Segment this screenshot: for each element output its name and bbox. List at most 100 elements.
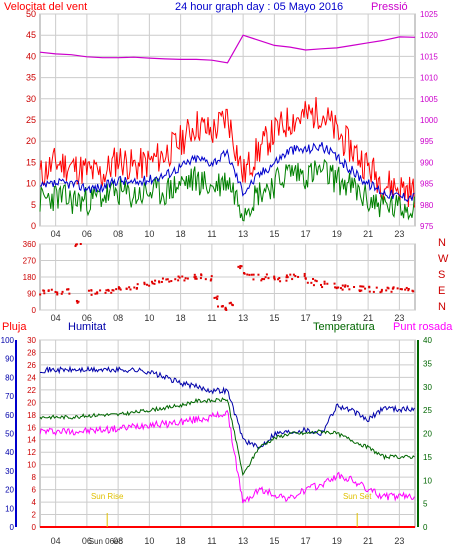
- direction-point: [60, 292, 63, 295]
- direction-point: [260, 279, 263, 282]
- direction-point: [195, 277, 198, 280]
- time-tick-label: 06: [82, 229, 92, 239]
- wind-tick-label: 30: [26, 94, 36, 104]
- direction-point: [74, 245, 77, 248]
- rain-label: Pluja: [2, 321, 27, 333]
- direction-point: [210, 278, 213, 281]
- compass-label: W: [438, 253, 449, 265]
- direction-point: [213, 296, 216, 299]
- direction-point: [129, 288, 132, 291]
- direction-point: [344, 284, 347, 287]
- wind-title: Velocitat del vent: [4, 1, 87, 13]
- direction-point: [96, 291, 99, 294]
- direction-point: [228, 302, 231, 305]
- direction-point: [341, 288, 344, 291]
- direction-point: [154, 279, 157, 282]
- direction-point: [337, 286, 340, 289]
- time-tick-label: 19: [332, 313, 342, 323]
- direction-point: [343, 285, 346, 288]
- direction-point: [168, 280, 171, 283]
- direction-point: [204, 278, 207, 281]
- direction-point: [50, 288, 53, 291]
- direction-point: [246, 273, 249, 276]
- direction-point: [105, 289, 108, 292]
- rain-tick-label: 0: [32, 523, 37, 532]
- direction-point: [273, 277, 276, 280]
- temperature-tick-label: 35: [423, 359, 432, 368]
- wind-tick-label: 10: [26, 179, 36, 189]
- direction-point: [278, 277, 281, 280]
- time-tick-label: 23: [394, 313, 404, 323]
- direction-point: [279, 280, 282, 283]
- time-tick-label: 11: [207, 229, 216, 239]
- rain-tick-label: 26: [27, 361, 36, 370]
- direction-point: [194, 277, 197, 280]
- direction-point: [136, 283, 139, 286]
- direction-point: [248, 273, 251, 276]
- direction-point: [310, 281, 313, 284]
- direction-point: [360, 285, 363, 288]
- direction-point: [107, 288, 110, 291]
- direction-point: [303, 274, 306, 277]
- temperature-tick-label: 40: [423, 336, 432, 345]
- humidity-tick-label: 0: [10, 523, 15, 532]
- direction-point: [289, 273, 292, 276]
- extra-tick-label: Sun 06ec: [89, 537, 123, 546]
- humidity-tick-label: 100: [1, 336, 15, 345]
- temperature-tick-label: 0: [423, 523, 428, 532]
- rain-tick-label: 14: [27, 436, 36, 445]
- direction-point: [368, 286, 371, 289]
- time-tick-label: 15: [269, 536, 279, 546]
- humidity-tick-label: 80: [5, 373, 14, 382]
- direction-point: [323, 282, 326, 285]
- pressure-tick-label: 975: [420, 222, 434, 231]
- wind-green-series: [39, 158, 415, 222]
- direction-point: [66, 288, 69, 291]
- direction-point: [54, 290, 57, 293]
- direction-point: [333, 282, 336, 285]
- direction-point: [67, 288, 70, 291]
- direction-point: [364, 287, 367, 290]
- direction-point: [304, 277, 307, 280]
- time-tick-label: 17: [301, 229, 311, 239]
- direction-point: [285, 279, 288, 282]
- temperature-tick-label: 10: [423, 476, 432, 485]
- wind-tick-label: 5: [31, 200, 36, 210]
- humidity-tick-label: 40: [5, 448, 14, 457]
- direction-point: [353, 286, 356, 289]
- pressure-tick-label: 1005: [420, 95, 438, 104]
- direction-tick-label: 90: [27, 290, 36, 299]
- wind-tick-label: 35: [26, 73, 36, 83]
- temperature-tick-label: 5: [423, 500, 428, 509]
- direction-point: [359, 285, 362, 288]
- direction-point: [104, 291, 107, 294]
- pressure-tick-label: 1015: [420, 52, 438, 61]
- direction-point: [143, 281, 146, 284]
- direction-point: [335, 287, 338, 290]
- wind-tick-label: 25: [26, 115, 36, 125]
- direction-point: [323, 280, 326, 283]
- direction-point: [368, 290, 371, 293]
- direction-point: [348, 288, 351, 291]
- humidity-tick-label: 50: [5, 430, 14, 439]
- humidity-tick-label: 90: [5, 355, 14, 364]
- direction-point: [392, 286, 395, 289]
- direction-point: [193, 273, 196, 276]
- sun-rise-label: Sun Rise: [91, 492, 124, 501]
- direction-point: [400, 288, 403, 291]
- direction-point: [79, 243, 82, 245]
- direction-point: [115, 288, 118, 291]
- rain-tick-label: 10: [27, 461, 36, 470]
- direction-point: [150, 280, 153, 283]
- direction-point: [77, 300, 80, 303]
- rain-tick-label: 20: [27, 398, 36, 407]
- direction-point: [380, 290, 383, 293]
- direction-point: [379, 291, 382, 294]
- direction-point: [146, 283, 149, 286]
- direction-point: [277, 278, 280, 281]
- direction-point: [265, 273, 268, 276]
- direction-point: [326, 282, 329, 285]
- direction-point: [292, 273, 295, 276]
- direction-point: [200, 274, 203, 277]
